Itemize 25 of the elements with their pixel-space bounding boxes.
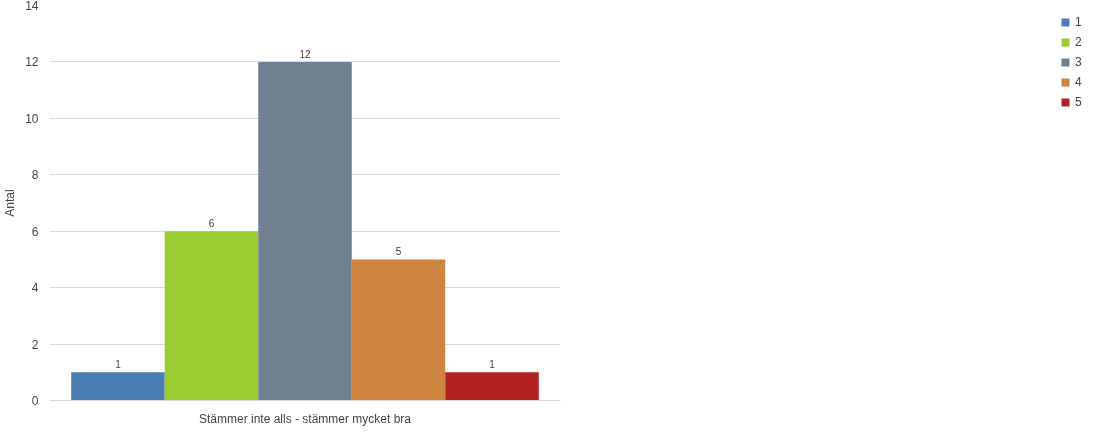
bar <box>71 372 165 401</box>
y-tick-label: 8 <box>31 168 39 183</box>
data-label: 12 <box>299 48 311 60</box>
bar <box>164 231 259 401</box>
y-tick-label: 14 <box>25 0 39 13</box>
legend-label: 2 <box>1075 35 1083 49</box>
y-tick-label: 6 <box>31 224 39 239</box>
y-axis-title: Antal <box>3 189 18 217</box>
y-tick-label: 2 <box>31 337 39 352</box>
legend-label: 4 <box>1075 75 1083 89</box>
data-label: 1 <box>115 359 122 371</box>
bar <box>351 259 446 401</box>
data-label: 5 <box>395 246 402 258</box>
y-tick-label: 0 <box>31 394 39 408</box>
legend-label: 5 <box>1075 95 1083 109</box>
bar <box>258 61 352 401</box>
y-tick-label: 4 <box>31 281 39 296</box>
y-tick-label: 10 <box>25 111 39 126</box>
data-label: 6 <box>208 218 215 230</box>
data-label: 1 <box>489 359 496 371</box>
bar <box>445 372 539 401</box>
legend-label: 3 <box>1075 55 1083 69</box>
x-tick-label: Stämmer inte alls - stämmer mycket bra <box>198 411 412 426</box>
legend-label: 1 <box>1075 15 1083 29</box>
y-tick-label: 12 <box>25 55 39 70</box>
